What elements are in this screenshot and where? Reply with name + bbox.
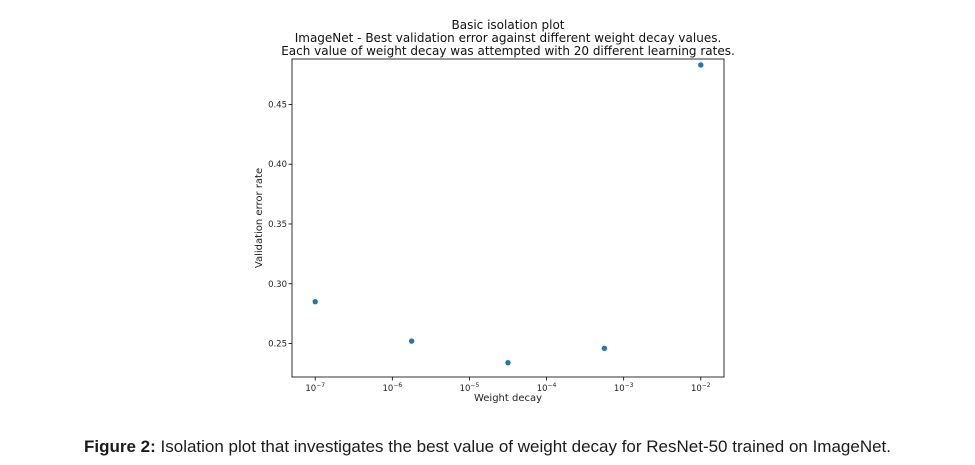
x-tick-label-base: 10	[460, 384, 471, 394]
x-tick-label: 10−5	[460, 382, 480, 394]
y-tick-label: 0.40	[268, 160, 287, 170]
x-tick-label-exponent: −2	[702, 382, 711, 389]
x-tick-label-base: 10	[614, 384, 625, 394]
plot-area-frame	[291, 58, 725, 378]
x-tick-label-exponent: −6	[393, 382, 402, 389]
x-tick-label-base: 10	[537, 384, 548, 394]
x-tick-label: 10−4	[537, 382, 557, 394]
y-tick-label: 0.35	[268, 220, 287, 230]
chart-title-line-3: Each value of weight decay was attempted…	[281, 44, 735, 58]
scatter-point	[505, 359, 511, 366]
x-tick-label-base: 10	[382, 384, 393, 394]
caption-label: Figure 2:	[84, 437, 156, 456]
x-tick-label: 10−2	[691, 382, 711, 394]
x-tick-label-base: 10	[691, 384, 702, 394]
x-tick-label-exponent: −5	[470, 382, 479, 389]
x-tick-label-exponent: −4	[548, 382, 557, 389]
x-tick-label-exponent: −7	[316, 382, 325, 389]
scatter-point	[312, 298, 318, 305]
x-tick-label: 10−3	[614, 382, 634, 394]
chart-title: Basic isolation plot ImageNet - Best val…	[281, 18, 735, 58]
x-tick-label: 10−7	[305, 382, 325, 394]
y-axis-ticks: 0.25 0.30 0.35 0.40 0.45	[268, 100, 292, 350]
x-axis-ticks: 10−7 10−6 10−5 10−4 10−3 10−2	[305, 377, 711, 394]
y-tick-label: 0.25	[268, 340, 287, 350]
scatter-point	[408, 338, 415, 344]
chart-title-line-1: Basic isolation plot	[452, 18, 565, 32]
y-tick-label: 0.45	[268, 100, 287, 110]
y-tick-label: 0.30	[268, 280, 287, 290]
scatter-point	[601, 345, 608, 352]
scatter-point	[698, 62, 704, 68]
scatter-chart: Basic isolation plot ImageNet - Best val…	[254, 18, 735, 404]
x-tick-label-exponent: −3	[625, 382, 634, 389]
data-points	[312, 62, 704, 366]
x-tick-label-base: 10	[305, 384, 316, 394]
chart-title-line-2: ImageNet - Best validation error against…	[295, 31, 722, 45]
y-axis-label: Validation error rate	[254, 168, 265, 268]
figure-caption: Figure 2: Isolation plot that investigat…	[0, 437, 975, 457]
x-axis-label: Weight decay	[474, 393, 542, 404]
caption-text: Isolation plot that investigates the bes…	[155, 437, 891, 456]
x-tick-label: 10−6	[382, 382, 402, 394]
